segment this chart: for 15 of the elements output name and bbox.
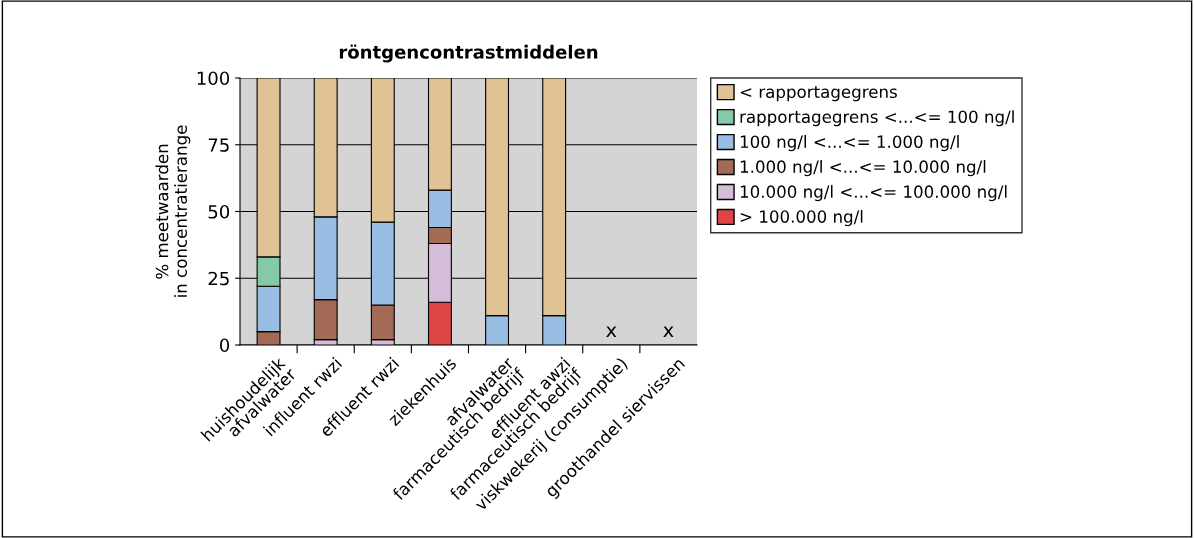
y-tick-label: 25 [208,271,229,286]
y-tick-label: 50 [208,204,230,219]
chart-title: röntgencontrastmiddelen [339,44,598,63]
y-tick-label: 100 [197,71,230,86]
y-tick-label: 75 [208,138,229,152]
annotation: x [663,326,674,338]
legend-label: rapportagegrens <...<= 100 ng/l [740,110,1014,127]
legend-label: > 100.000 ng/l [740,210,863,227]
legend-label: 10.000 ng/l <...<= 100.000 ng/l [740,185,1007,202]
annotation: x [606,326,617,338]
y-tick-label: 0 [219,338,230,353]
y-axis-title: % meetwaarden in concentratierange [155,125,191,297]
legend-label: 100 ng/l <...<= 1.000 ng/l [740,135,959,152]
legend-label: < rapportagegrens [740,86,897,102]
legend-label: 1.000 ng/l <...<= 10.000 ng/l [740,160,986,177]
